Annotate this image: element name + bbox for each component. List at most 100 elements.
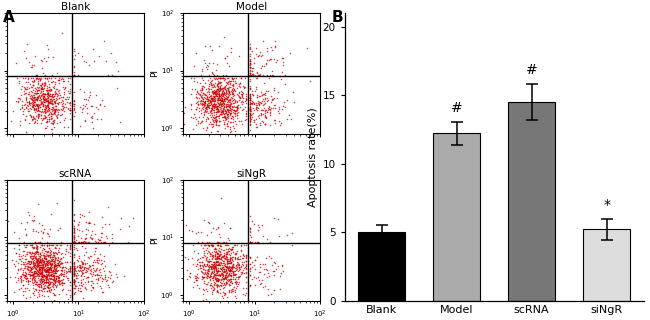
Point: [21, 275, 32, 280]
Point: [220, 273, 231, 278]
Point: [218, 276, 228, 282]
Point: [21, 100, 32, 105]
Point: [69, 217, 79, 222]
Point: [223, 112, 233, 117]
Point: [218, 283, 228, 288]
Point: [228, 81, 239, 86]
Point: [213, 110, 224, 115]
Point: [192, 105, 203, 110]
Point: [265, 110, 275, 115]
Point: [180, 255, 190, 260]
Point: [198, 245, 209, 250]
Point: [225, 129, 235, 134]
Point: [34, 258, 44, 263]
Point: [28, 286, 38, 291]
Point: [224, 79, 234, 84]
Point: [206, 298, 216, 303]
Point: [32, 247, 42, 252]
Point: [275, 273, 285, 278]
Point: [69, 49, 79, 54]
Point: [219, 104, 229, 109]
Point: [77, 109, 87, 114]
Point: [245, 108, 255, 113]
Point: [47, 106, 58, 111]
Point: [245, 72, 255, 77]
Point: [213, 97, 223, 102]
Point: [38, 273, 49, 278]
Point: [212, 259, 222, 264]
Point: [224, 90, 234, 95]
Point: [245, 111, 255, 116]
Point: [40, 114, 50, 119]
Point: [261, 96, 272, 101]
Point: [40, 102, 51, 108]
Point: [75, 265, 85, 270]
Point: [250, 267, 261, 272]
Point: [55, 261, 65, 266]
Point: [40, 279, 51, 284]
Point: [21, 274, 31, 279]
Point: [60, 252, 70, 257]
Point: [207, 250, 217, 255]
Point: [60, 105, 71, 110]
Point: [260, 90, 270, 95]
Point: [42, 86, 52, 91]
Point: [43, 269, 53, 275]
Point: [276, 262, 287, 268]
Point: [233, 281, 243, 286]
Point: [88, 47, 98, 52]
Point: [202, 89, 212, 94]
Point: [229, 88, 240, 93]
Point: [18, 249, 29, 254]
Point: [42, 231, 53, 236]
Point: [268, 72, 278, 77]
Point: [57, 108, 67, 113]
Point: [225, 255, 235, 260]
Point: [29, 268, 40, 273]
Point: [22, 131, 32, 136]
Point: [235, 257, 246, 262]
Point: [34, 251, 45, 256]
Point: [258, 261, 268, 266]
Point: [219, 276, 229, 281]
Point: [209, 259, 220, 264]
Point: [204, 283, 214, 288]
Point: [194, 260, 205, 265]
Point: [281, 97, 292, 102]
Point: [276, 271, 286, 276]
Point: [23, 266, 33, 271]
Point: [214, 256, 224, 261]
Point: [42, 95, 52, 100]
Point: [214, 291, 225, 296]
Point: [21, 256, 32, 261]
Point: [40, 268, 51, 273]
Point: [34, 267, 44, 272]
Point: [19, 103, 29, 108]
Point: [49, 263, 59, 268]
Point: [33, 291, 44, 296]
Point: [46, 112, 56, 117]
Point: [272, 217, 283, 222]
Point: [105, 51, 116, 56]
Point: [43, 107, 53, 112]
Point: [63, 124, 73, 130]
Point: [213, 79, 224, 84]
Point: [245, 62, 255, 67]
Point: [16, 253, 26, 258]
Point: [26, 256, 36, 261]
Point: [199, 274, 209, 279]
Point: [41, 260, 51, 265]
Point: [245, 72, 255, 77]
Point: [38, 104, 49, 109]
Point: [261, 267, 272, 272]
Point: [204, 275, 214, 280]
Point: [255, 94, 265, 99]
Point: [25, 267, 36, 272]
Point: [227, 255, 238, 260]
Point: [216, 112, 226, 117]
Point: [47, 97, 57, 102]
Point: [25, 261, 36, 266]
Point: [14, 253, 25, 258]
Point: [227, 131, 237, 136]
Point: [18, 283, 28, 288]
